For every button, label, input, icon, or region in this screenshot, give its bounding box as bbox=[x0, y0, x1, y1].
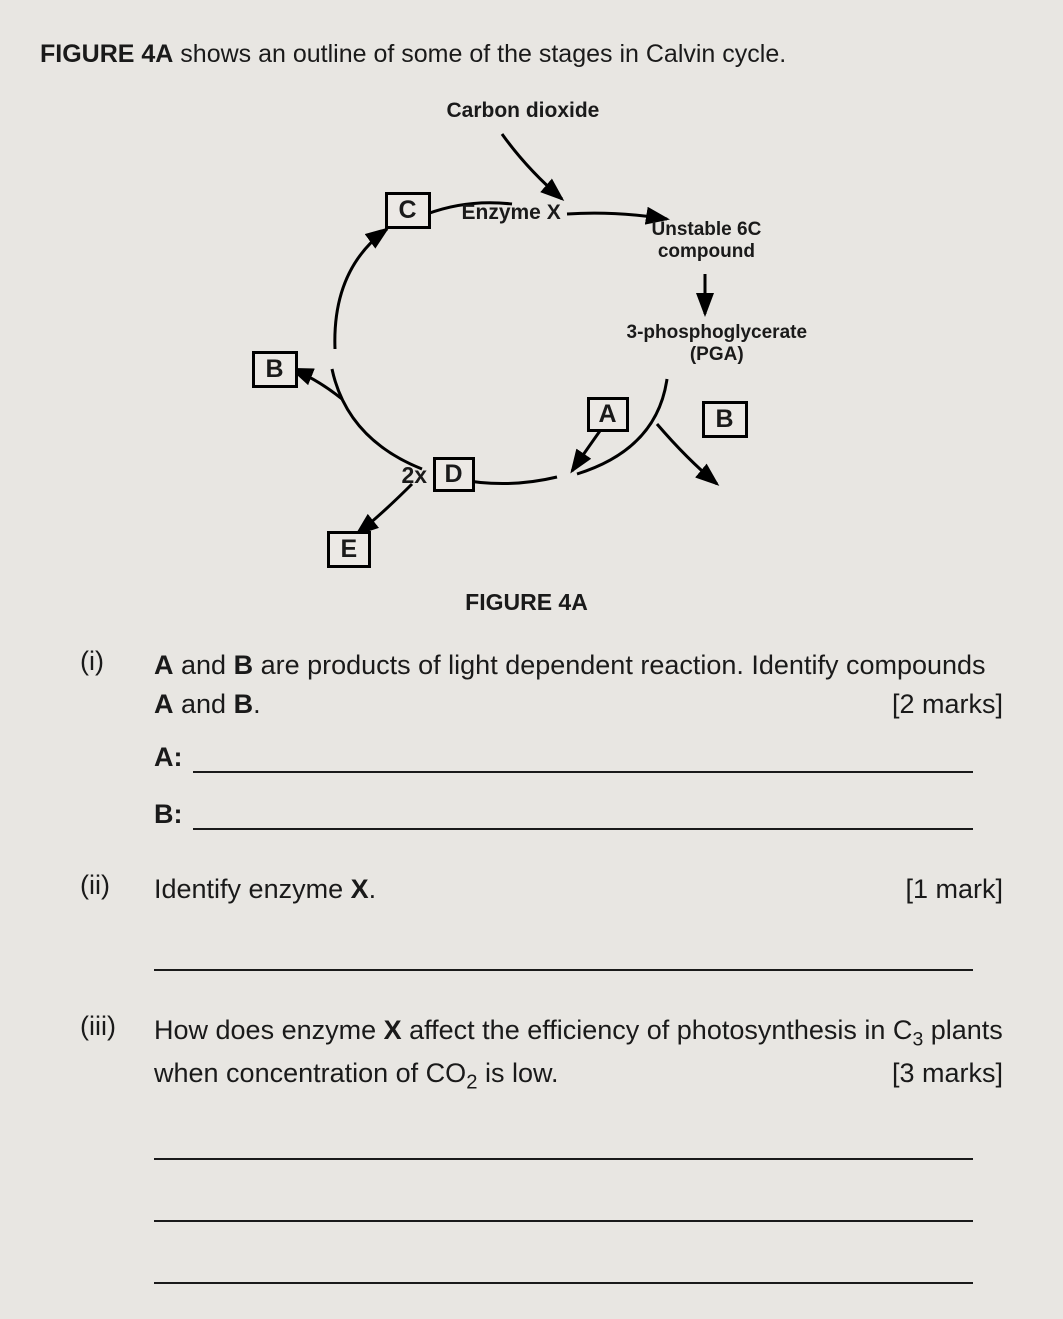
answer-a-label: A: bbox=[154, 742, 183, 773]
q-i-text: are products of light dependent reaction… bbox=[253, 650, 985, 680]
question-ii: (ii) Identify enzyme X. [1 mark] bbox=[40, 870, 1013, 909]
q-i-marks: [2 marks] bbox=[892, 685, 1013, 724]
figure-caption: FIGURE 4A bbox=[40, 589, 1013, 616]
q-i-B1: B bbox=[234, 650, 254, 680]
label-unstable-l1: Unstable 6C bbox=[652, 219, 762, 240]
q-ii-number: (ii) bbox=[80, 870, 130, 901]
q-i-number: (i) bbox=[80, 646, 130, 677]
question-i: (i) A and B are products of light depend… bbox=[40, 646, 1013, 724]
q-i-body: A and B are products of light dependent … bbox=[154, 646, 1013, 724]
q-iii-body: How does enzyme X affect the efficiency … bbox=[154, 1011, 1013, 1097]
answer-b-line[interactable] bbox=[193, 800, 974, 830]
intro-prefix: FIGURE 4A bbox=[40, 40, 173, 68]
label-2x: 2x bbox=[402, 462, 428, 489]
label-pga-l1: 3-phosphoglycerate bbox=[627, 322, 808, 343]
label-carbon-dioxide: Carbon dioxide bbox=[447, 99, 600, 123]
answer-a-row: A: bbox=[40, 742, 1013, 773]
answer-b-row: B: bbox=[40, 799, 1013, 830]
label-pga-l2: (PGA) bbox=[690, 344, 744, 365]
question-iii: (iii) How does enzyme X affect the effic… bbox=[40, 1011, 1013, 1097]
q-ii-bold: X bbox=[351, 874, 369, 904]
calvin-cycle-diagram: Carbon dioxide Enzyme X Unstable 6C comp… bbox=[157, 79, 897, 579]
q-i-and2: and bbox=[174, 689, 234, 719]
q-iii-marks: [3 marks] bbox=[892, 1054, 1013, 1093]
q-iii-number: (iii) bbox=[80, 1011, 130, 1042]
box-a: A bbox=[587, 397, 629, 432]
intro-text: FIGURE 4A shows an outline of some of th… bbox=[40, 40, 1013, 69]
q-i-A1: A bbox=[154, 650, 174, 680]
q-iii-p1: How does enzyme bbox=[154, 1015, 384, 1045]
q-iii-p4: is low. bbox=[477, 1058, 558, 1088]
q-iii-sub3: 3 bbox=[912, 1029, 923, 1051]
q-ii-text-pre: Identify enzyme bbox=[154, 874, 351, 904]
label-unstable-l2: compound bbox=[658, 241, 755, 262]
box-b-right: B bbox=[702, 401, 748, 438]
box-e: E bbox=[327, 531, 372, 568]
label-enzyme-x: Enzyme X bbox=[462, 201, 561, 225]
answer-iii-line-2[interactable] bbox=[154, 1182, 973, 1222]
answer-ii-line[interactable] bbox=[154, 931, 973, 971]
q-iii-bold1: X bbox=[384, 1015, 402, 1045]
intro-rest: shows an outline of some of the stages i… bbox=[173, 40, 786, 68]
q-iii-sub2: 2 bbox=[466, 1071, 477, 1093]
answer-b-label: B: bbox=[154, 799, 183, 830]
answer-iii-line-3[interactable] bbox=[154, 1244, 973, 1284]
q-i-B2: B bbox=[234, 689, 254, 719]
q-ii-marks: [1 mark] bbox=[905, 870, 1013, 909]
answer-a-line[interactable] bbox=[193, 743, 974, 773]
answer-iii-line-1[interactable] bbox=[154, 1120, 973, 1160]
q-ii-period: . bbox=[369, 874, 377, 904]
q-ii-body: Identify enzyme X. [1 mark] bbox=[154, 870, 1013, 909]
box-d: D bbox=[433, 457, 475, 492]
q-i-period: . bbox=[253, 689, 261, 719]
q-iii-p2: affect the efficiency of photosynthesis … bbox=[402, 1015, 913, 1045]
box-c: C bbox=[385, 192, 431, 229]
q-i-and1: and bbox=[174, 650, 234, 680]
q-i-A2: A bbox=[154, 689, 174, 719]
box-b-left: B bbox=[252, 351, 298, 388]
